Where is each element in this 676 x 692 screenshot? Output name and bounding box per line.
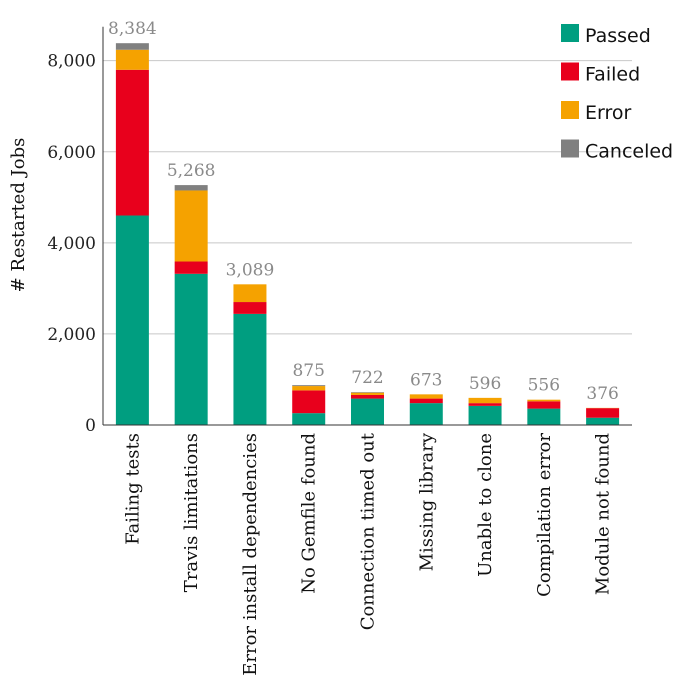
- total-label: 673: [410, 370, 442, 390]
- total-label: 8,384: [108, 19, 157, 39]
- bar-segment-canceled: [351, 392, 384, 393]
- category-labels: Failing tests Travis limitations Error ins…: [122, 432, 613, 676]
- y-tick-labels: 0 2,000 4,000 6,000 8,000: [47, 52, 96, 436]
- category-label: Connection timed out: [358, 432, 379, 630]
- category-label: No Gemfile found: [299, 433, 320, 594]
- bar-segment-passed: [586, 417, 620, 425]
- bar-segment-failed: [586, 408, 620, 418]
- y-tick-label: 2,000: [47, 325, 96, 345]
- category-label: Missing library: [416, 432, 437, 571]
- bar-segment-error: [527, 399, 561, 402]
- bar-segment-failed: [409, 398, 443, 404]
- bar-segment-canceled: [115, 43, 149, 50]
- category-label: Unable to clone: [475, 433, 496, 577]
- legend-swatch-failed: [561, 62, 579, 81]
- legend-swatch-error: [561, 101, 579, 119]
- total-labels: 8,384 5,268 3,089 875 722 673 596 556 376: [108, 19, 619, 404]
- legend-label-passed: Passed: [585, 25, 651, 47]
- total-label: 3,089: [226, 260, 275, 280]
- bar-segment-failed: [115, 69, 149, 216]
- bar-segment-passed: [468, 405, 502, 425]
- total-label: 596: [469, 374, 501, 394]
- legend-label-canceled: Canceled: [585, 141, 673, 163]
- legend-swatch-passed: [561, 24, 579, 42]
- bar-segment-passed: [351, 398, 384, 425]
- bar-segment-passed: [174, 273, 208, 425]
- bar-segment-failed: [174, 261, 208, 274]
- category-label: Failing tests: [122, 433, 143, 545]
- y-tick-label: 4,000: [47, 234, 96, 254]
- y-tick-label: 8,000: [47, 52, 96, 72]
- bar-segment-error: [233, 284, 267, 303]
- bar-segment-passed: [527, 408, 561, 425]
- total-label: 556: [528, 376, 560, 396]
- bar-segment-error: [409, 394, 443, 399]
- bar-segment-passed: [292, 413, 326, 425]
- legend-swatch-canceled: [561, 139, 579, 158]
- bar-segment-passed: [409, 403, 443, 425]
- axes: [102, 26, 632, 426]
- y-tick-label: 6,000: [47, 143, 96, 163]
- category-label: Error install dependencies: [240, 433, 261, 676]
- category-label: Compilation error: [534, 433, 555, 597]
- category-label: Module not found: [593, 433, 614, 595]
- bar-segment-canceled: [292, 385, 326, 387]
- y-tick-label: 0: [85, 416, 96, 436]
- y-axis-title: # Restarted Jobs: [8, 138, 29, 293]
- category-label: Travis limitations: [181, 433, 202, 592]
- total-label: 875: [292, 361, 324, 381]
- bar-segment-failed: [351, 394, 384, 399]
- total-label: 722: [351, 368, 383, 388]
- legend-label-error: Error: [585, 102, 632, 124]
- total-label: 5,268: [167, 161, 216, 181]
- bar-segment-passed: [233, 313, 267, 425]
- bar-segment-canceled: [174, 185, 208, 191]
- bar-segment-failed: [292, 390, 326, 414]
- bar-segment-failed: [233, 302, 267, 314]
- total-label: 376: [586, 384, 618, 404]
- bar-segment-failed: [468, 403, 502, 406]
- bars: [115, 43, 620, 425]
- bar-segment-failed: [527, 401, 561, 409]
- bar-segment-error: [292, 386, 326, 391]
- legend-label-failed: Failed: [585, 64, 640, 86]
- bar-segment-error: [351, 392, 384, 395]
- bar-segment-passed: [115, 215, 149, 425]
- bar-segment-error: [174, 190, 208, 262]
- legend: Passed Failed Error Canceled: [561, 24, 673, 163]
- bar-segment-error: [115, 49, 149, 70]
- bar-segment-error: [468, 397, 502, 404]
